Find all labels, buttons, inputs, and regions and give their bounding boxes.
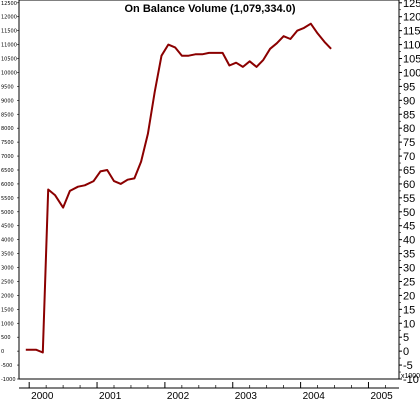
x-axis: 2000 2001 2002 2003 2004 2005 xyxy=(19,382,399,400)
right-tick-label: -10 xyxy=(403,374,419,386)
left-tick-label: 2000 xyxy=(1,293,14,299)
x-tick-label: 2004 xyxy=(303,391,326,400)
left-tick-label: 2500 xyxy=(1,279,14,285)
left-tick-label: 4500 xyxy=(1,224,14,230)
plot-frame xyxy=(18,0,400,380)
left-tick-label: -1000 xyxy=(1,377,16,383)
right-tick-label: 10 xyxy=(403,318,415,330)
left-tick-label: 1500 xyxy=(1,307,14,313)
right-tick-label: 35 xyxy=(403,249,415,261)
right-tick-label: 105 xyxy=(403,54,420,66)
right-tick-label: 95 xyxy=(403,81,415,93)
right-tick-label: 90 xyxy=(403,95,415,107)
right-tick-label: 0 xyxy=(403,346,409,358)
left-tick-label: 10000 xyxy=(1,70,17,76)
left-tick-label: 4000 xyxy=(1,238,14,244)
left-tick-label: 12000 xyxy=(1,15,17,21)
left-tick-label: 1000 xyxy=(1,321,14,327)
x-tick-label: 2000 xyxy=(31,391,54,400)
series-layer xyxy=(25,22,332,354)
left-axis: 1250012000115001100010500100009500900085… xyxy=(1,1,19,383)
left-tick-label: 7500 xyxy=(1,140,14,146)
x-tick-label: 2005 xyxy=(370,391,393,400)
left-tick-label: 11500 xyxy=(1,29,17,35)
left-tick-label: 10500 xyxy=(1,57,17,63)
left-tick-label: 6000 xyxy=(1,182,14,188)
left-tick-label: 9500 xyxy=(1,84,14,90)
left-tick-label: 8500 xyxy=(1,112,14,118)
chart-title: On Balance Volume (1,079,334.0) xyxy=(125,3,296,15)
right-tick-label: 100 xyxy=(403,67,420,79)
right-tick-label: 85 xyxy=(403,109,415,121)
left-tick-label: 5500 xyxy=(1,196,14,202)
x-tick-label: 2002 xyxy=(167,391,190,400)
left-tick-label: 3500 xyxy=(1,252,14,258)
right-tick-label: 15 xyxy=(403,304,415,316)
right-tick-label: 115 xyxy=(403,26,420,38)
right-tick-label: 5 xyxy=(403,332,409,344)
right-tick-label: 110 xyxy=(403,40,420,52)
left-tick-label: -500 xyxy=(1,363,12,369)
right-tick-label: 75 xyxy=(403,137,415,149)
x-tick-label: 2003 xyxy=(235,391,258,400)
right-tick-label: 60 xyxy=(403,179,415,191)
right-tick-label: 40 xyxy=(403,235,415,247)
right-tick-label: 20 xyxy=(403,290,415,302)
left-tick-label: 3000 xyxy=(1,266,14,272)
right-tick-label: 25 xyxy=(403,276,415,288)
right-tick-label: 80 xyxy=(403,123,415,135)
left-tick-label: 12500 xyxy=(1,1,17,7)
left-tick-label: 0 xyxy=(1,349,4,355)
right-axis: 1251201151101051009590858075706560555045… xyxy=(399,0,420,386)
left-tick-label: 7000 xyxy=(1,154,14,160)
right-tick-label: 45 xyxy=(403,221,415,233)
right-tick-label: 30 xyxy=(403,263,415,275)
right-tick-label: 65 xyxy=(403,165,415,177)
right-tick-label: 55 xyxy=(403,193,415,205)
left-tick-label: 9000 xyxy=(1,98,14,104)
obv-series-line xyxy=(25,22,332,354)
right-tick-label: 70 xyxy=(403,151,415,163)
right-tick-label: 50 xyxy=(403,207,415,219)
left-tick-label: 8000 xyxy=(1,126,14,132)
left-tick-label: 6500 xyxy=(1,168,14,174)
x-tick-label: 2001 xyxy=(99,391,122,400)
right-tick-label: 125 xyxy=(403,0,420,10)
right-tick-label: -5 xyxy=(403,360,413,372)
left-tick-label: 500 xyxy=(1,335,11,341)
right-tick-label: 120 xyxy=(403,12,420,24)
left-tick-label: 5000 xyxy=(1,210,14,216)
left-tick-label: 11000 xyxy=(1,43,17,49)
right-axis-unit-label: x1000 xyxy=(401,373,420,380)
